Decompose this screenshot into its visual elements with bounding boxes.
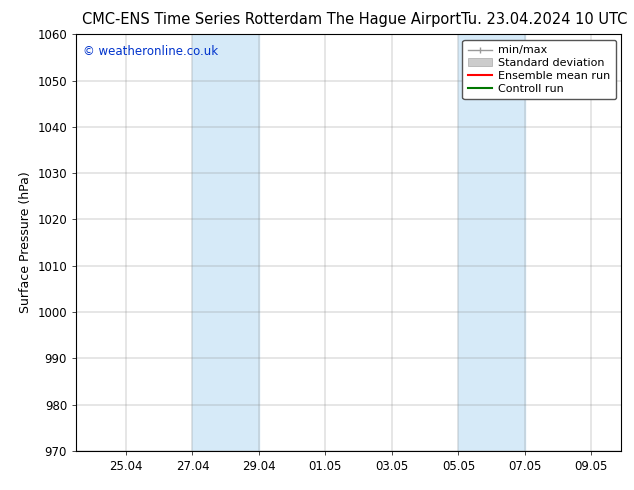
Text: © weatheronline.co.uk: © weatheronline.co.uk (82, 45, 217, 58)
Legend: min/max, Standard deviation, Ensemble mean run, Controll run: min/max, Standard deviation, Ensemble me… (462, 40, 616, 99)
Bar (458, 34, 525, 451)
Text: Tu. 23.04.2024 10 UTC: Tu. 23.04.2024 10 UTC (462, 12, 628, 27)
Bar (193, 34, 259, 451)
Y-axis label: Surface Pressure (hPa): Surface Pressure (hPa) (19, 172, 32, 314)
Text: CMC-ENS Time Series Rotterdam The Hague Airport: CMC-ENS Time Series Rotterdam The Hague … (82, 12, 462, 27)
